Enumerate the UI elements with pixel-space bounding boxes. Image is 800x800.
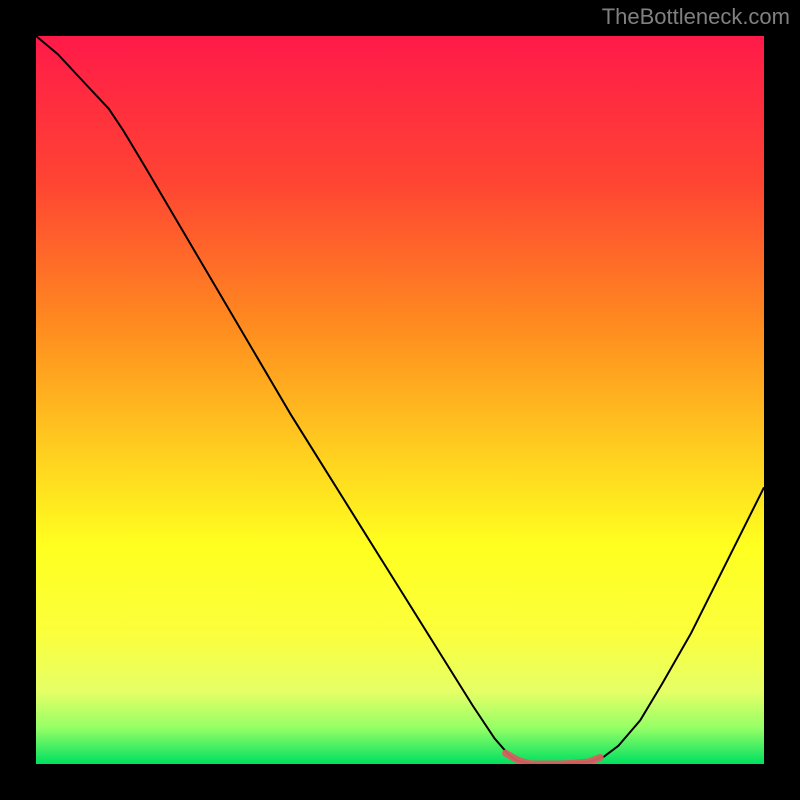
gradient-background — [36, 36, 764, 764]
watermark-text: TheBottleneck.com — [602, 4, 790, 30]
chart-canvas — [36, 36, 764, 764]
bottleneck-chart — [36, 36, 764, 764]
